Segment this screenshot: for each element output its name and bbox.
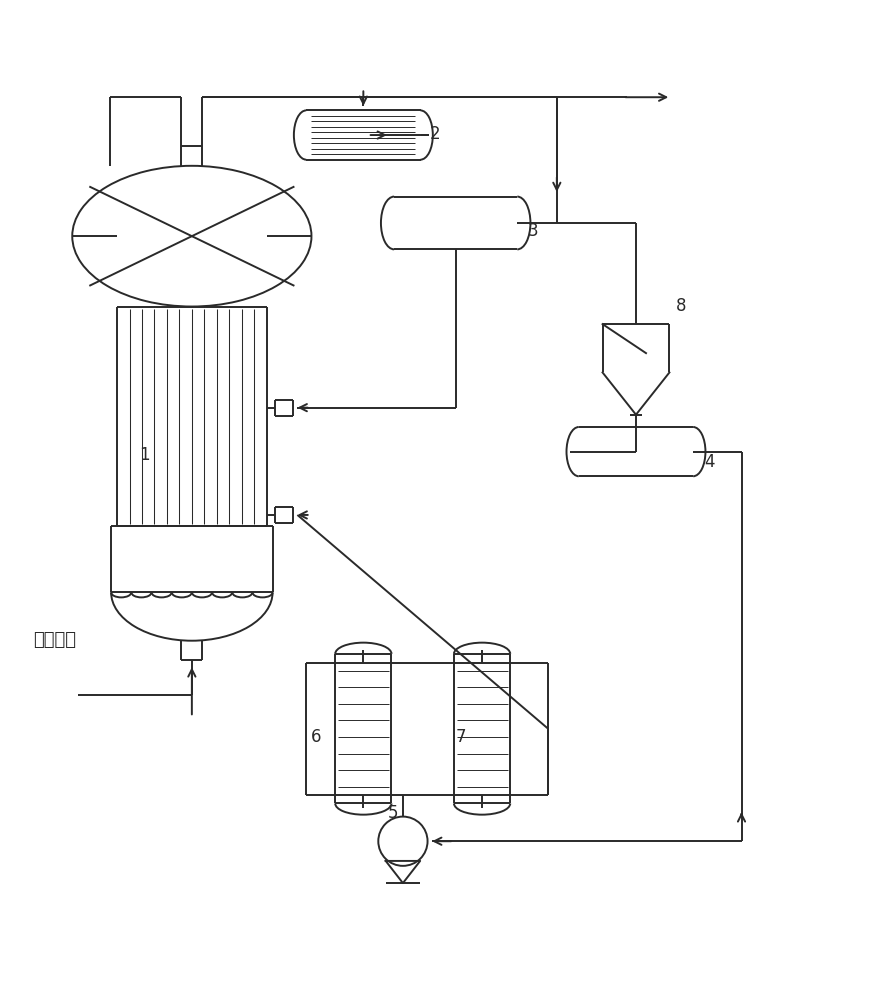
Text: 7: 7 [456, 728, 466, 746]
Text: 8: 8 [675, 297, 686, 315]
Text: 5: 5 [388, 804, 398, 822]
Text: 4: 4 [704, 453, 715, 471]
Text: 6: 6 [311, 728, 321, 746]
Text: 反应气体: 反应气体 [34, 631, 77, 649]
Text: 1: 1 [139, 446, 150, 464]
Text: 3: 3 [527, 222, 538, 240]
Text: 2: 2 [429, 125, 440, 143]
